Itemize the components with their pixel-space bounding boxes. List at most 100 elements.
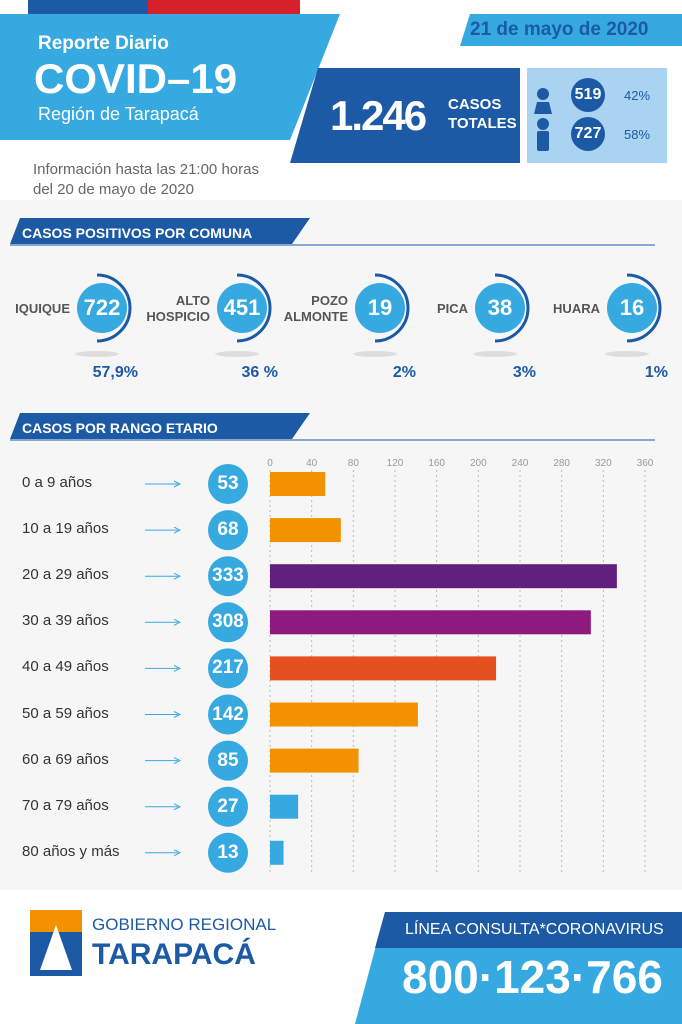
total-box [290,68,520,163]
title: COVID–19 [34,55,238,102]
value-label: 333 [212,565,244,587]
x-tick-label: 360 [637,458,654,469]
comuna-percent: 36 % [241,364,278,381]
bar [270,564,617,589]
value-circle [208,740,248,781]
bar [270,840,284,865]
org-top: GOBIERNO REGIONAL [92,915,277,934]
arrow-head [173,757,182,765]
section-title: CASOS POR RANGO ETARIO [22,420,218,436]
x-tick-label: 40 [306,458,318,469]
value-circle [208,510,248,551]
shadow [75,351,119,357]
comuna-name: IQUIQUE [15,300,70,316]
total-label: CASOS TOTALES [448,96,517,132]
stripe [28,0,148,14]
shadow [473,351,517,357]
comuna-percent: 57,9% [92,364,138,381]
x-tick-label: 240 [512,458,529,469]
female-percent: 42% [624,88,651,103]
bar [270,472,326,496]
total-value: 1.246 [330,92,427,139]
x-tick-label: 120 [387,458,404,469]
comuna-percent: 1% [644,364,668,381]
y-tick-label: 20 a 29 años [22,566,109,584]
arrow-head [173,803,182,811]
x-tick-label: 200 [470,458,487,469]
logo [40,925,72,970]
comuna-value: 38 [487,295,513,320]
region: Región de Tarapacá [38,104,199,124]
shadow [215,351,259,357]
y-tick-label: 50 a 59 años [22,704,109,722]
logo [30,910,82,932]
male-percent: 58% [624,127,651,142]
arrow-head [173,618,182,626]
date-panel [460,14,682,46]
shadow [605,351,649,357]
value-label: 53 [217,473,239,494]
x-tick-label: 280 [553,458,570,469]
comuna-percent: 2% [392,364,416,381]
bar [270,748,359,773]
org-bottom: TARAPACÁ [92,938,256,971]
y-tick-label: 60 a 69 años [22,750,109,768]
circles [77,283,657,333]
female-value: 519 [574,86,602,103]
arrow-head [173,572,182,580]
x-tick-label: 0 [267,458,273,469]
arrow-head [173,664,182,672]
header-panel [0,14,340,140]
circle [571,117,605,151]
value-label: 85 [217,749,239,771]
hotline: 800·123·766 [402,951,663,1003]
bar [270,518,341,543]
circle [571,78,605,112]
comuna-value: 16 [619,295,645,320]
comuna-name: POZO ALMONTE [283,292,348,324]
value-circle [208,556,248,597]
comuna-name: HUARA [553,300,600,316]
hotline-label: LÍNEA CONSULTA*CORONAVIRUS [405,921,664,938]
comuna-value: 722 [83,295,121,320]
x-tick-label: 320 [595,458,612,469]
value-circle [208,602,248,643]
bar [270,702,418,727]
section-title: CASOS POSITIVOS POR COMUNA [22,225,253,241]
comuna-name: PICA [436,300,468,316]
date: 21 de mayo de 2020 [470,19,649,40]
shadow [353,351,397,357]
value-circle [208,694,248,735]
bar [270,610,591,635]
y-tick-label: 30 a 39 años [22,612,109,630]
value-label: 27 [217,795,239,817]
arrow-head [173,711,182,718]
bar [270,794,299,819]
male-icon [537,131,549,151]
comuna-percent: 3% [512,364,536,381]
y-tick-label: 40 a 49 años [22,658,109,676]
comuna-value: 451 [223,295,261,320]
male-icon [537,118,549,130]
info: Información hasta las 21:00 horas del 20… [33,161,259,198]
value-label: 68 [217,519,239,541]
subtitle: Reporte Diario [38,33,169,54]
x-tick-label: 160 [428,458,445,469]
male-value: 727 [574,125,602,142]
bar [270,656,497,681]
x-tick-label: 80 [348,458,360,469]
y-tick-label: 10 a 19 años [22,520,109,538]
arrow-head [173,849,182,857]
value-label: 217 [212,657,244,679]
value-label: 142 [212,703,244,725]
comuna-value: 19 [367,295,393,320]
y-tick-label: 70 a 79 años [22,796,109,814]
y-tick-label: 80 años y más [22,842,120,860]
value-circle [208,464,248,504]
section-bar [10,218,310,244]
hotline-top [375,912,682,948]
value-circle [208,648,248,689]
section-bar [10,413,310,439]
